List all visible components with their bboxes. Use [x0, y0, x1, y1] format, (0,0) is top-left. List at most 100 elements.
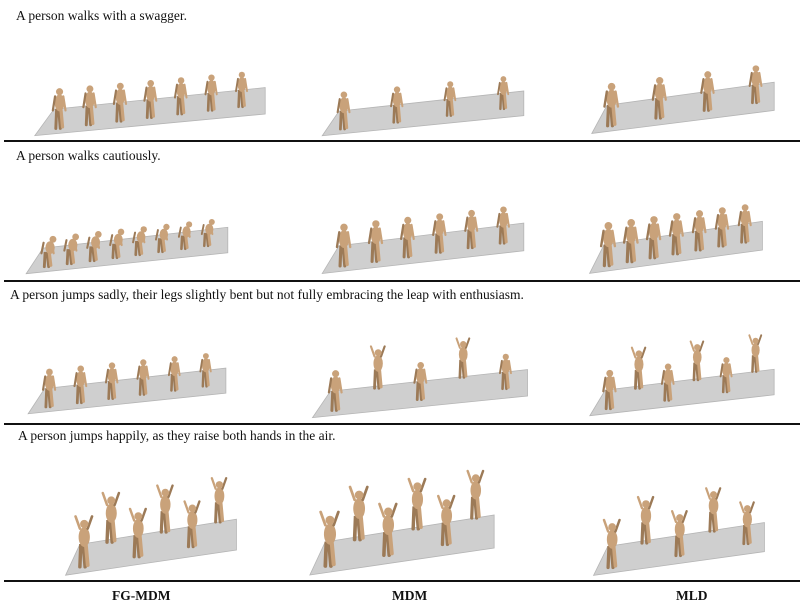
human-figure — [104, 362, 119, 401]
motion-render — [589, 334, 775, 417]
human-figure — [42, 368, 57, 409]
human-figure — [128, 507, 147, 559]
human-figure — [348, 485, 369, 542]
human-figure — [319, 510, 340, 568]
human-figure — [86, 231, 102, 263]
human-figure — [183, 500, 201, 549]
human-figure — [378, 502, 398, 557]
human-figure — [73, 365, 88, 405]
human-figure — [668, 213, 684, 256]
human-figure — [407, 477, 427, 531]
human-figure — [636, 495, 655, 545]
floor-plane — [589, 368, 775, 417]
human-figure — [714, 207, 730, 248]
motion-render — [64, 477, 237, 576]
human-figure — [602, 518, 621, 570]
row-4-caption: A person jumps happily, as they raise bo… — [18, 428, 336, 443]
row-3-mdm-panel — [308, 300, 532, 420]
floor-plane — [591, 81, 775, 134]
row-2-mld-panel — [586, 146, 766, 276]
human-figure — [154, 223, 170, 254]
row-2-mdm-panel — [318, 150, 528, 276]
row-1-caption: A person walks with a swagger. — [16, 8, 187, 23]
motion-render — [321, 76, 525, 137]
human-figure — [390, 86, 404, 124]
row-2-caption: A person walks cautiously. — [16, 148, 161, 163]
human-figure — [432, 213, 447, 254]
human-figure — [51, 88, 67, 130]
floor-plane — [64, 518, 237, 576]
human-figure — [63, 233, 80, 266]
human-figure — [336, 91, 351, 131]
human-figure — [602, 369, 617, 411]
human-figure — [651, 77, 667, 120]
human-figure — [691, 210, 707, 252]
human-figure — [599, 222, 617, 268]
row-1-mld-panel — [588, 8, 778, 136]
human-figure — [496, 206, 510, 245]
human-figure — [498, 353, 512, 391]
row-1-fg-mdm-panel — [30, 18, 270, 138]
human-figure — [670, 510, 688, 558]
human-figure — [112, 82, 128, 123]
human-figure — [497, 76, 510, 111]
human-figure — [156, 484, 174, 534]
column-label-mld: MLD — [676, 588, 708, 603]
floor-plane — [309, 514, 495, 576]
motion-render — [25, 218, 229, 275]
motion-render — [27, 353, 227, 415]
human-figure — [167, 356, 181, 392]
human-figure — [413, 361, 428, 401]
human-figure — [101, 491, 121, 544]
human-figure — [466, 469, 485, 520]
human-figure — [210, 477, 228, 524]
human-figure — [748, 334, 763, 373]
human-figure — [367, 220, 384, 263]
human-figure — [235, 71, 249, 109]
floor-plane — [27, 367, 227, 415]
human-figure — [739, 501, 755, 546]
motion-render — [309, 469, 495, 576]
human-figure — [132, 226, 147, 257]
human-figure — [82, 85, 97, 127]
human-figure — [603, 82, 620, 128]
row-4-mld-panel — [590, 446, 768, 578]
human-figure — [74, 515, 94, 569]
motion-render — [33, 71, 266, 137]
column-label-mdm: MDM — [392, 588, 428, 603]
human-figure — [437, 494, 456, 547]
human-figure — [630, 346, 647, 390]
floor-plane — [25, 226, 229, 275]
motion-render — [591, 65, 775, 134]
bottom-divider — [4, 580, 800, 582]
human-figure — [200, 218, 215, 248]
floor-plane — [321, 222, 525, 274]
human-figure — [645, 216, 662, 260]
human-figure — [136, 359, 150, 396]
human-figure — [335, 223, 352, 268]
motion-render — [311, 337, 528, 419]
column-label-fg-mdm: FG-MDM — [112, 588, 171, 603]
human-figure — [660, 363, 675, 402]
row-2-fg-mdm-panel — [22, 160, 232, 276]
human-figure — [700, 71, 715, 112]
row-3-mld-panel — [586, 302, 778, 418]
human-figure — [109, 228, 125, 260]
human-figure — [443, 81, 457, 117]
row-1-divider — [4, 140, 800, 142]
row-3-fg-mdm-panel — [24, 302, 230, 416]
floor-plane — [321, 90, 525, 137]
row-3-divider — [4, 423, 800, 425]
motion-render — [588, 204, 763, 274]
human-figure — [689, 340, 705, 382]
human-figure — [705, 487, 722, 533]
human-figure — [173, 77, 188, 116]
human-figure — [177, 221, 193, 251]
human-figure — [464, 209, 479, 250]
motion-render — [592, 487, 765, 576]
human-figure — [400, 216, 415, 259]
human-figure — [455, 337, 471, 379]
row-3-caption: A person jumps sadly, their legs slightl… — [10, 287, 524, 302]
row-4-fg-mdm-panel — [62, 438, 240, 578]
